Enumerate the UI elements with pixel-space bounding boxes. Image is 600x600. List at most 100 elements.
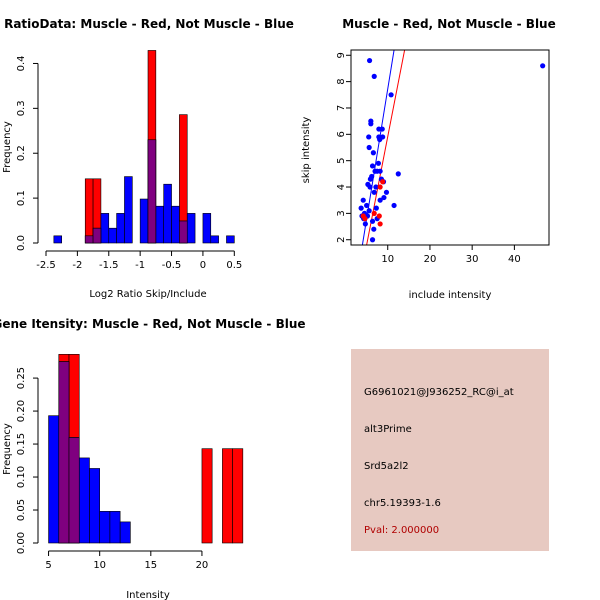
bar-not-muscle xyxy=(78,457,90,544)
point-not-muscle xyxy=(377,136,383,143)
x-tick-label: -1 xyxy=(135,260,145,271)
point-not-muscle xyxy=(540,63,546,69)
x-axis-label: Intensity xyxy=(126,590,170,600)
info-panel: G6961021@J936252_RC@i_at alt3Prime Srd5a… xyxy=(351,349,549,551)
y-tick-label: 6 xyxy=(336,131,347,137)
point-not-muscle xyxy=(368,121,374,127)
y-tick-label: 7 xyxy=(336,105,347,111)
point-not-muscle xyxy=(383,189,390,195)
x-tick-label: 10 xyxy=(93,560,106,571)
bar-not-muscle xyxy=(171,205,180,244)
bar-overlap xyxy=(84,235,94,244)
bar-not-muscle xyxy=(186,213,196,244)
bar-not-muscle xyxy=(124,176,133,244)
x-tick-label: 20 xyxy=(196,560,209,571)
point-not-muscle xyxy=(369,173,375,180)
fit-line-muscle xyxy=(366,50,406,245)
bar-not-muscle xyxy=(116,213,125,244)
x-tick-label: -1.5 xyxy=(99,260,119,271)
x-tick-label: -2 xyxy=(72,260,82,271)
point-not-muscle xyxy=(370,150,376,156)
y-tick-label: 0.25 xyxy=(16,367,27,389)
y-tick-label: 3 xyxy=(336,210,347,216)
chart-title: RatioData: Muscle - Red, Not Muscle - Bl… xyxy=(4,17,294,31)
x-tick-label: -0.5 xyxy=(162,260,182,271)
bar-not-muscle xyxy=(89,468,100,544)
point-not-muscle xyxy=(371,73,377,79)
y-tick-label: 8 xyxy=(336,78,347,84)
location: chr5.19393-1.6 xyxy=(364,498,441,509)
bar-not-muscle xyxy=(48,415,60,544)
point-muscle xyxy=(377,184,383,190)
y-tick-label: 2 xyxy=(336,237,347,243)
probe-id: G6961021@J936252_RC@i_at xyxy=(364,387,514,398)
y-axis-label: Frequency xyxy=(2,423,13,475)
gene-name: Srd5a2l2 xyxy=(364,461,409,472)
x-tick-label: 0.5 xyxy=(226,260,242,271)
bar-not-muscle xyxy=(53,235,62,244)
point-not-muscle xyxy=(366,208,372,214)
y-tick-label: 0.2 xyxy=(16,145,27,161)
point-not-muscle xyxy=(366,134,372,140)
y-tick-label: 0.15 xyxy=(16,433,27,455)
plot-box xyxy=(350,49,550,246)
point-not-muscle xyxy=(364,202,370,209)
point-muscle xyxy=(376,213,382,219)
point-not-muscle xyxy=(377,168,383,174)
point-muscle xyxy=(380,179,386,185)
bar-not-muscle xyxy=(139,198,149,244)
point-not-muscle xyxy=(375,160,382,166)
pval: Pval: 2.000000 xyxy=(364,525,440,536)
bar-overlap xyxy=(147,139,157,244)
point-not-muscle xyxy=(381,194,387,201)
bar-not-muscle xyxy=(202,213,212,244)
bar-overlap xyxy=(58,361,70,544)
x-tick-label: 0 xyxy=(200,260,206,271)
point-not-muscle xyxy=(371,226,377,232)
y-tick-label: 9 xyxy=(336,52,347,58)
x-tick-label: -2.5 xyxy=(36,260,56,271)
point-not-muscle xyxy=(367,184,373,190)
point-not-muscle xyxy=(373,184,379,190)
point-not-muscle xyxy=(366,144,372,151)
point-not-muscle xyxy=(373,205,379,211)
x-tick-label: 5 xyxy=(45,560,51,571)
point-not-muscle xyxy=(366,57,373,64)
y-tick-label: 0.0 xyxy=(16,235,27,251)
point-muscle xyxy=(377,221,383,227)
bar-overlap xyxy=(68,437,80,544)
chart-title: Muscle - Red, Not Muscle - Blue xyxy=(342,17,556,31)
x-tick-label: 20 xyxy=(424,254,437,265)
bar-muscle xyxy=(222,448,233,544)
bar-not-muscle xyxy=(226,235,235,244)
chart-title: Gene Itensity: Muscle - Red, Not Muscle … xyxy=(0,317,306,331)
point-muscle xyxy=(362,216,368,222)
point-not-muscle xyxy=(391,202,397,209)
y-axis-label: skip intensity xyxy=(301,117,312,184)
bar-muscle xyxy=(201,448,213,544)
y-tick-label: 4 xyxy=(336,184,347,190)
bar-muscle xyxy=(232,448,244,544)
bar-not-muscle xyxy=(108,227,117,244)
y-tick-label: 0.3 xyxy=(16,100,27,116)
point-not-muscle xyxy=(377,197,383,203)
bar-overlap xyxy=(179,220,188,244)
point-not-muscle xyxy=(369,218,376,224)
bar-not-muscle xyxy=(99,511,111,544)
point-not-muscle xyxy=(362,221,368,227)
y-tick-label: 0.05 xyxy=(16,499,27,521)
x-tick-label: 10 xyxy=(381,254,394,265)
y-tick-label: 0.20 xyxy=(16,400,27,422)
bar-overlap xyxy=(92,227,102,244)
bar-not-muscle xyxy=(119,521,131,544)
point-not-muscle xyxy=(371,189,377,195)
bar-not-muscle xyxy=(210,235,219,244)
point-not-muscle xyxy=(388,92,394,98)
point-not-muscle xyxy=(358,205,364,211)
x-tick-label: 40 xyxy=(508,254,521,265)
y-tick-label: 0.4 xyxy=(16,56,27,72)
point-muscle xyxy=(371,210,377,216)
y-tick-label: 0.1 xyxy=(16,190,27,206)
x-axis-label: include intensity xyxy=(409,290,492,301)
